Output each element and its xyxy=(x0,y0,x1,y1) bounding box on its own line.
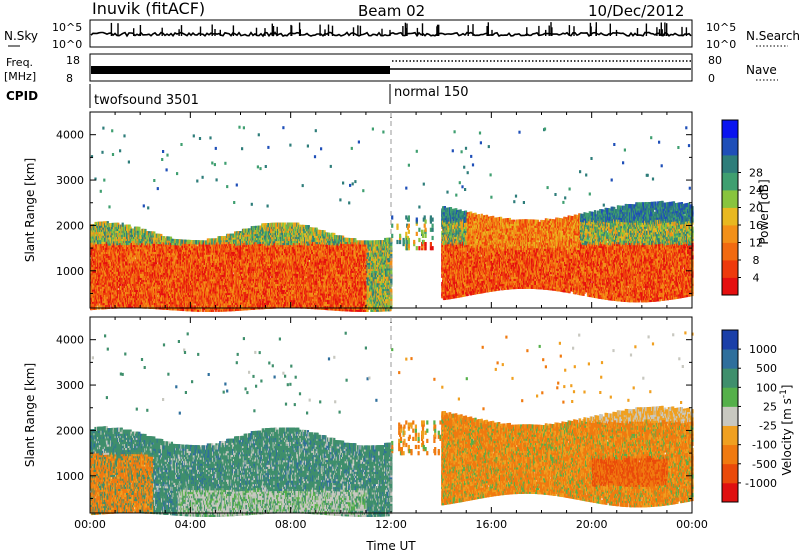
nave-tick-bottom: 0 xyxy=(708,72,715,85)
cpid-after: normal 150 xyxy=(394,85,469,100)
range-gate-cell xyxy=(111,153,115,156)
range-gate-cell xyxy=(176,172,179,176)
range-gate-cell xyxy=(90,232,93,237)
range-gate-cell xyxy=(119,149,122,153)
nsky-tick-top: 10^5 xyxy=(52,21,82,34)
range-gate-cell xyxy=(94,258,97,263)
nsearch-label: N.Search xyxy=(746,29,800,43)
range-gate-cell xyxy=(235,183,238,187)
freq-band xyxy=(91,66,390,74)
range-gate-cell xyxy=(150,245,153,250)
range-gate-cell xyxy=(103,178,106,182)
nsky-strip: N.Sky 10^5 10^0 10^5 10^0 N.Search xyxy=(4,19,800,51)
range-gate-cell xyxy=(101,150,104,154)
range-gate-cell xyxy=(209,136,212,140)
range-gate-cell xyxy=(94,177,97,181)
range-gate-cell xyxy=(147,206,150,210)
nsearch-tick-top: 10^5 xyxy=(706,21,736,34)
range-gate-cell xyxy=(156,187,159,191)
cpid-label: CPID xyxy=(6,89,38,103)
range-gate-cell xyxy=(121,222,124,227)
range-gate-cell xyxy=(138,226,141,231)
range-gate-cell xyxy=(99,189,102,193)
range-gate-cell xyxy=(111,129,114,133)
range-gate-cell xyxy=(226,185,229,189)
freq-tick-bottom: 8 xyxy=(66,72,73,85)
range-gate-cell xyxy=(123,134,126,138)
freq-label-line1: Freq. xyxy=(6,56,33,69)
range-gate-cell xyxy=(129,304,132,309)
range-gate-cell xyxy=(213,163,216,167)
range-gate-cell xyxy=(102,237,105,242)
range-gate-cell xyxy=(136,226,139,231)
range-gate-cell xyxy=(102,126,105,130)
range-gate-cell xyxy=(155,260,158,265)
range-gate-cell xyxy=(127,160,130,164)
range-gate-cell xyxy=(123,245,126,250)
range-gate-cell xyxy=(165,168,168,172)
range-gate-cell xyxy=(201,175,204,179)
range-gate-cell xyxy=(153,179,156,182)
range-gate-cell xyxy=(215,178,218,182)
cpid-before: twofsound 3501 xyxy=(94,93,199,108)
freq-tick-top: 18 xyxy=(66,54,80,67)
nsky-label: N.Sky xyxy=(4,29,38,43)
range-gate-cell xyxy=(146,231,149,236)
nsky-spikes xyxy=(110,22,688,36)
range-gate-cell xyxy=(161,158,164,161)
nave-label: Nave xyxy=(746,63,777,77)
cpid-row: CPID twofsound 3501 normal 150 xyxy=(6,84,469,108)
range-gate-cell xyxy=(214,146,217,150)
range-gate-cell xyxy=(149,231,152,236)
range-gate-cell xyxy=(211,161,214,165)
range-gate-cell xyxy=(100,250,103,255)
nsearch-tick-bottom: 10^0 xyxy=(706,38,736,51)
range-gate-cell xyxy=(224,161,227,165)
range-gate-cell xyxy=(90,155,94,159)
range-gate-cell xyxy=(198,137,202,140)
nsky-tick-bottom: 10^0 xyxy=(52,38,82,51)
freq-label-line2: [MHz] xyxy=(4,70,36,83)
range-gate-cell xyxy=(108,205,111,209)
range-gate-cell xyxy=(126,240,130,246)
range-gate-cell xyxy=(142,204,145,208)
freq-frame xyxy=(89,53,693,82)
nave-tick-top: 80 xyxy=(708,54,722,67)
range-gate-cell xyxy=(192,134,195,138)
nsky-frame xyxy=(89,19,693,48)
beam-title: Beam 02 xyxy=(358,2,425,20)
power-scatter xyxy=(90,125,694,312)
date-title: 10/Dec/2012 xyxy=(588,2,684,20)
freq-strip: Freq. [MHz] 18 8 80 0 Nave xyxy=(4,53,778,85)
range-gate-cell xyxy=(180,143,183,146)
range-gate-cell xyxy=(162,150,165,153)
range-gate-cell xyxy=(233,201,236,204)
range-gate-cell xyxy=(166,153,169,157)
range-gate-cell xyxy=(196,179,199,183)
range-gate-cell xyxy=(102,225,105,230)
range-gate-cell xyxy=(104,231,107,236)
station-title: Inuvik (fitACF) xyxy=(92,0,205,18)
